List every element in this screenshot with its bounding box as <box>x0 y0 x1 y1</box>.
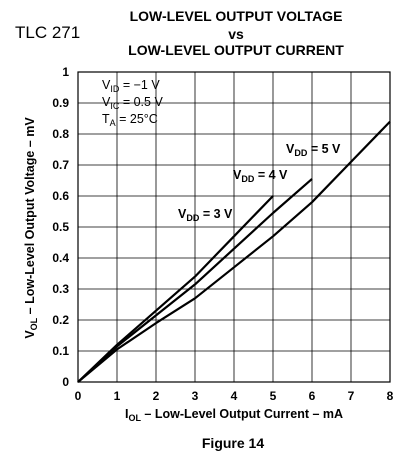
series-labels: VDD = 3 V VDD = 4 V VDD = 5 V <box>178 142 341 223</box>
y-tick-labels: 0 0.1 0.2 0.3 0.4 0.5 0.6 0.7 0.8 0.9 1 <box>52 65 69 389</box>
y-tick-label: 0 <box>62 375 69 389</box>
chart-title-line-3: LOW-LEVEL OUTPUT CURRENT <box>128 42 344 58</box>
x-tick-label: 0 <box>75 389 82 403</box>
chart-title-line-1: LOW-LEVEL OUTPUT VOLTAGE <box>130 8 343 24</box>
x-tick-label: 8 <box>387 389 394 403</box>
x-tick-label: 2 <box>153 389 160 403</box>
y-tick-label: 1 <box>62 65 69 79</box>
x-tick-label: 1 <box>114 389 121 403</box>
series-lines <box>77 120 391 383</box>
series-label-3: VDD = 5 V <box>286 142 341 158</box>
x-axis-label: IOL – Low-Level Output Current – mA <box>125 407 343 423</box>
y-tick-label: 0.7 <box>52 158 69 172</box>
test-condition-1: VID = −1 V <box>102 78 160 94</box>
test-condition-3: TA = 25°C <box>102 112 158 128</box>
x-tick-label: 7 <box>348 389 355 403</box>
figure-caption: Figure 14 <box>202 435 264 451</box>
y-tick-label: 0.2 <box>52 313 69 327</box>
x-tick-label: 4 <box>231 389 238 403</box>
y-tick-label: 0.4 <box>52 251 69 265</box>
chart-title-line-2: vs <box>228 26 244 42</box>
series-label-1: VDD = 3 V <box>178 207 233 223</box>
part-number: TLC 271 <box>15 23 80 42</box>
x-tick-labels: 0 1 2 3 4 5 6 7 8 <box>75 389 394 403</box>
y-tick-label: 0.6 <box>52 189 69 203</box>
y-tick-label: 0.8 <box>52 127 69 141</box>
grid <box>77 71 391 383</box>
y-tick-label: 0.9 <box>52 96 69 110</box>
x-tick-label: 5 <box>270 389 277 403</box>
y-tick-label: 0.1 <box>52 344 69 358</box>
series-label-2: VDD = 4 V <box>233 168 288 184</box>
plot-area <box>77 71 391 383</box>
series-line-2 <box>77 178 313 383</box>
x-tick-label: 6 <box>309 389 316 403</box>
y-tick-label: 0.3 <box>52 282 69 296</box>
series-line-3 <box>77 120 391 383</box>
plot-frame <box>77 71 391 383</box>
y-axis-label: VOL – Low-Level Output Voltage – mV <box>23 117 39 339</box>
y-tick-label: 0.5 <box>52 220 69 234</box>
test-condition-2: VIC = 0.5 V <box>102 95 163 111</box>
x-tick-label: 3 <box>192 389 199 403</box>
